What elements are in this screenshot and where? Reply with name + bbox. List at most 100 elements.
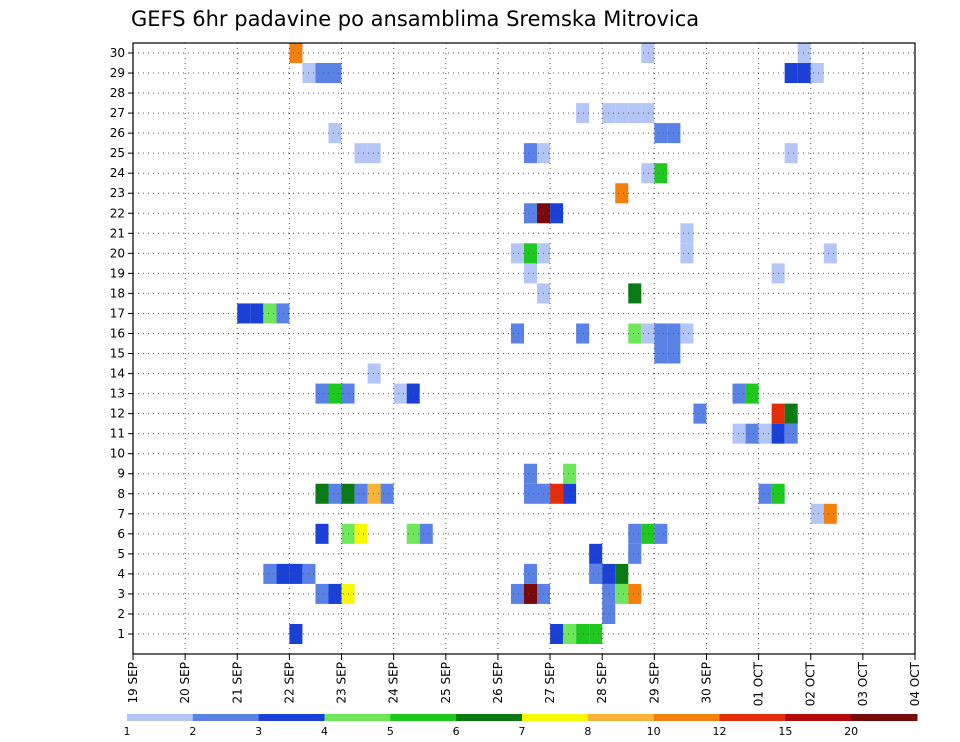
precip-cell (797, 42, 811, 64)
y-tick-label: 18 (110, 286, 125, 300)
x-tick-label: 03 OCT (856, 661, 870, 706)
precip-cell (758, 423, 772, 444)
precip-cell (654, 523, 668, 544)
precip-cell (289, 42, 303, 64)
precip-cell (589, 543, 603, 564)
x-tick-label: 28 SEP (595, 662, 609, 704)
precip-cell (745, 383, 759, 404)
precip-cell (641, 163, 655, 184)
precip-cell (615, 583, 629, 604)
legend-label: 3 (255, 725, 262, 738)
y-tick-label: 13 (110, 387, 125, 401)
precip-cell (810, 503, 824, 524)
precip-cell (823, 503, 837, 524)
y-tick-label: 7 (117, 507, 125, 521)
precip-cell (784, 63, 798, 84)
precip-cell (784, 143, 798, 164)
precip-cell (250, 303, 264, 324)
plot-background (133, 43, 915, 654)
precip-cell (276, 303, 290, 324)
y-tick-label: 20 (110, 246, 125, 260)
y-tick-label: 12 (110, 407, 125, 421)
y-tick-label: 21 (110, 226, 125, 240)
precip-cell (276, 563, 290, 584)
color-legend: 1 2 3 4 5 6 7 8 10 12 15 20 (124, 714, 918, 738)
precip-cell (524, 203, 538, 224)
y-tick-label: 28 (110, 86, 125, 100)
precip-cell (315, 483, 329, 504)
precip-cell (315, 583, 329, 604)
precip-cell (654, 163, 668, 184)
legend-swatch (785, 714, 852, 721)
y-tick-label: 15 (110, 347, 125, 361)
precip-cell (628, 323, 642, 344)
legend-swatch (851, 714, 918, 721)
legend-swatch (522, 714, 589, 721)
precip-cell (576, 623, 590, 645)
x-axis: 19 SEP 20 SEP 21 SEP 22 SEP 23 SEP 24 SEP 25 S… (126, 654, 922, 706)
precip-cell (328, 123, 342, 144)
legend-swatch (127, 714, 194, 721)
legend-label: 2 (189, 725, 196, 738)
precip-cell (680, 323, 694, 344)
precip-cell (563, 483, 577, 504)
precip-cell (641, 523, 655, 544)
y-tick-label: 17 (110, 306, 125, 320)
y-tick-label: 16 (110, 326, 125, 340)
x-tick-label: 19 SEP (126, 662, 140, 704)
precip-cell (524, 583, 538, 604)
precip-cell (419, 523, 433, 544)
precip-cell (328, 63, 342, 84)
legend-label: 4 (321, 725, 328, 738)
y-tick-label: 4 (117, 567, 125, 581)
x-tick-label: 29 SEP (647, 662, 661, 704)
precip-cell (641, 103, 655, 124)
precip-cell (589, 563, 603, 584)
legend-label: 10 (647, 725, 661, 738)
x-tick-label: 25 SEP (439, 662, 453, 704)
precip-cell (615, 103, 629, 124)
precip-cell (550, 203, 564, 224)
precip-cell (576, 103, 590, 124)
precip-cell (524, 143, 538, 164)
x-tick-label: 22 SEP (282, 662, 296, 704)
precip-cell (732, 383, 746, 404)
precip-cell (589, 623, 603, 645)
precip-cell (615, 183, 629, 204)
y-tick-label: 1 (117, 627, 125, 641)
y-axis: 1234567891011121314151617181920212223242… (110, 46, 133, 641)
precip-cell (380, 483, 394, 504)
chart-title: GEFS 6hr padavine po ansamblima Sremska … (131, 7, 699, 31)
legend-label: 5 (387, 725, 394, 738)
legend-swatch (587, 714, 655, 721)
precip-cell (367, 483, 381, 504)
precip-cell (328, 483, 342, 504)
precip-cell (289, 563, 303, 584)
precip-cell (550, 483, 564, 504)
x-tick-label: 20 SEP (178, 662, 192, 704)
precip-cell (367, 363, 381, 384)
legend-label: 1 (124, 725, 131, 738)
legend-label: 15 (778, 725, 792, 738)
precip-cell (289, 623, 303, 645)
y-tick-label: 22 (110, 206, 125, 220)
y-tick-label: 24 (110, 166, 125, 180)
legend-swatch (192, 714, 260, 721)
precip-cell (784, 403, 798, 424)
y-tick-label: 9 (117, 467, 125, 481)
x-tick-label: 02 OCT (804, 661, 818, 706)
precip-cell (628, 283, 642, 304)
precip-cell (524, 463, 538, 484)
precip-cell (510, 583, 524, 604)
legend-label: 8 (584, 725, 591, 738)
y-tick-label: 3 (117, 587, 125, 601)
precip-cell (315, 63, 329, 84)
precip-cell (654, 343, 668, 364)
precip-cell (745, 423, 759, 444)
precip-cell (680, 223, 694, 244)
precip-cell (315, 523, 329, 544)
x-tick-label: 30 SEP (699, 662, 713, 704)
precip-cell (693, 403, 707, 424)
x-tick-label: 26 SEP (491, 662, 505, 704)
